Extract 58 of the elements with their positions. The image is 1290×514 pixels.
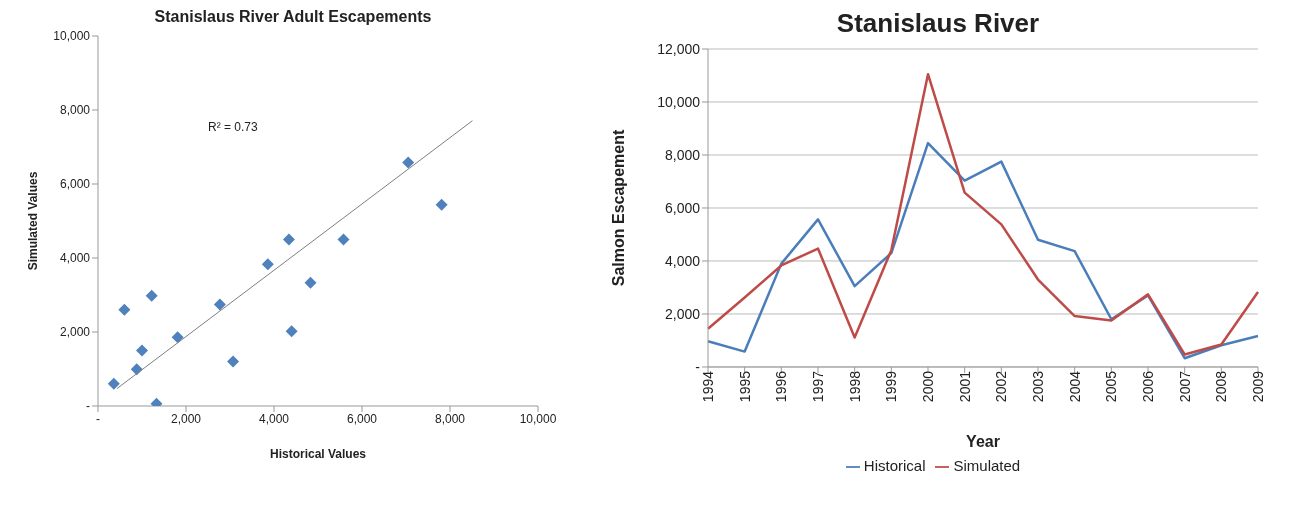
point [337, 233, 350, 246]
x-tick-label: 2003 [1029, 370, 1046, 403]
x-tick-label: 6,000 [346, 411, 378, 426]
x-tick-label: 1994 [699, 370, 716, 403]
y-tick-label: 6,000 [59, 177, 91, 192]
legend-label: Simulated [953, 456, 1021, 474]
x-tick-label: 4,000 [258, 411, 290, 426]
y-tick-label: 2,000 [664, 305, 701, 322]
point [107, 377, 120, 390]
x-tick-label: 1997 [809, 370, 826, 403]
point [227, 355, 240, 368]
x-tick-label: 8,000 [434, 411, 466, 426]
point [402, 156, 415, 169]
y-tick-label: 12,000 [657, 40, 701, 57]
x-tick-label: 1999 [883, 370, 900, 403]
x-tick-label: 2009 [1249, 370, 1266, 403]
point [171, 331, 184, 344]
point [213, 298, 226, 311]
y-tick-label: 8,000 [664, 146, 701, 163]
y-tick-label: 6,000 [664, 199, 701, 216]
x-tick-label: 2001 [956, 370, 973, 403]
y-axis-title: Salmon Escapement [609, 129, 627, 287]
x-axis-title: Historical Values [269, 447, 367, 461]
point [435, 198, 448, 211]
x-tick-label: 2002 [993, 370, 1010, 403]
x-tick-label: 1995 [736, 370, 753, 403]
x-tick-label: 2004 [1066, 370, 1083, 403]
point [145, 289, 158, 302]
x-tick-label: 2,000 [170, 411, 202, 426]
y-tick-label: 8,000 [59, 103, 91, 118]
x-tick-label: 2006 [1139, 370, 1156, 403]
x-tick-label: 2007 [1176, 370, 1193, 403]
legend-label: Historical [863, 456, 926, 474]
chart-title: Stanislaus River Adult Escapements [153, 8, 433, 26]
x-tick-label: 2000 [919, 370, 936, 403]
x-tick-label: 10,000 [519, 411, 557, 426]
point [261, 258, 274, 271]
y-tick-label: - [86, 399, 90, 414]
x-tick-label: 1998 [846, 370, 863, 403]
y-tick-label: 10,000 [53, 29, 91, 44]
x-tick-label: 2008 [1213, 370, 1230, 403]
point [118, 303, 131, 316]
y-tick-label: 2,000 [59, 325, 91, 340]
y-tick-label: 4,000 [664, 252, 701, 269]
chart-title: Stanislaus River [835, 8, 1041, 39]
y-tick-label: 10,000 [657, 93, 701, 110]
x-tick-label: 1996 [773, 370, 790, 403]
point [282, 233, 295, 246]
point [304, 276, 317, 289]
x-tick-label: 2005 [1103, 370, 1120, 403]
point [285, 325, 298, 338]
line-series [706, 72, 1260, 356]
y-tick-label: - [695, 358, 701, 375]
y-tick-label: 4,000 [59, 251, 91, 266]
point [136, 344, 148, 357]
x-axis-title: Year [966, 432, 1000, 450]
annotation: R² = 0.73 [208, 120, 258, 134]
y-axis-title: Simulated Values [26, 171, 41, 271]
